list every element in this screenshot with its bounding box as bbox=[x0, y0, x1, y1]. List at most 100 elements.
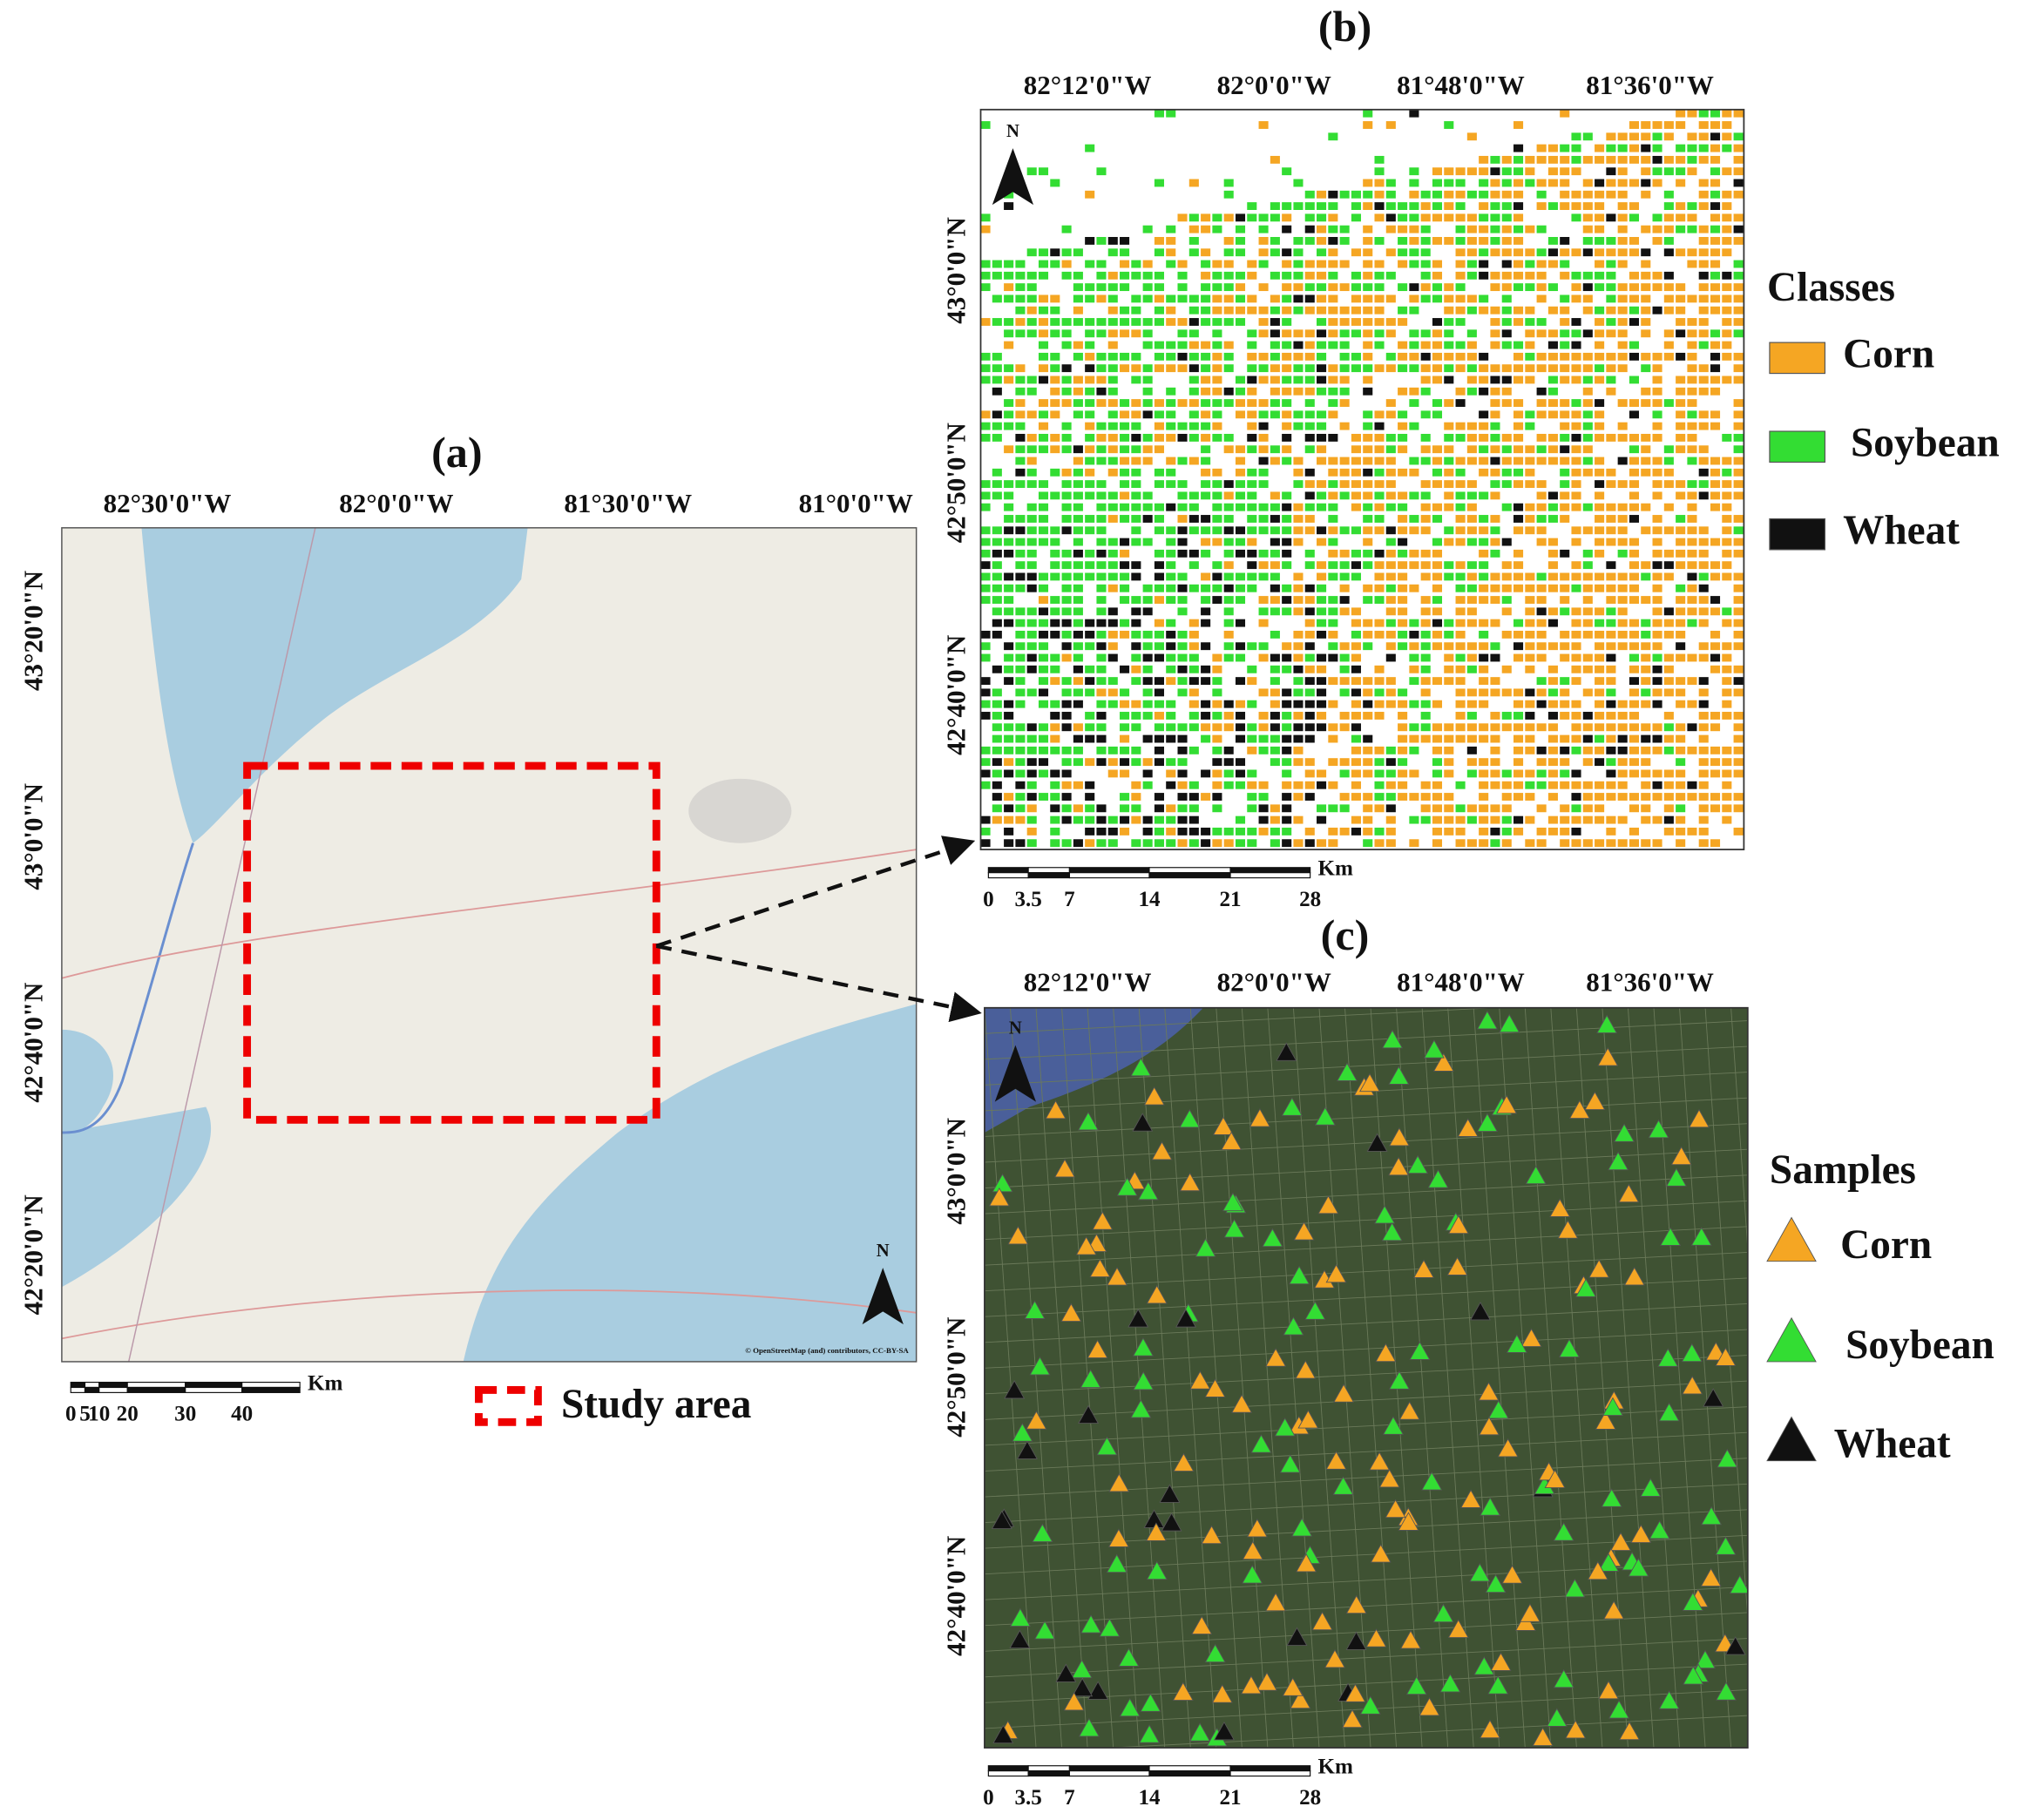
class-cell bbox=[1466, 839, 1477, 848]
class-cell bbox=[1582, 155, 1593, 164]
class-cell bbox=[1525, 410, 1535, 419]
class-cell bbox=[1409, 202, 1419, 210]
class-cell bbox=[1073, 815, 1083, 824]
class-cell bbox=[1582, 364, 1593, 373]
class-cell bbox=[1514, 723, 1524, 732]
class-cell bbox=[980, 538, 991, 546]
class-cell bbox=[1247, 642, 1257, 651]
class-cell bbox=[1212, 758, 1222, 767]
class-cell bbox=[1385, 804, 1396, 813]
class-cell bbox=[1328, 306, 1338, 315]
class-cell bbox=[1385, 549, 1396, 558]
class-cell bbox=[1282, 445, 1292, 454]
class-cell bbox=[1142, 607, 1153, 616]
class-cell bbox=[1131, 260, 1141, 268]
class-cell bbox=[1536, 758, 1547, 767]
class-cell bbox=[1514, 584, 1524, 592]
class-cell bbox=[1328, 538, 1338, 546]
class-cell bbox=[1328, 839, 1338, 848]
class-cell bbox=[1304, 202, 1315, 210]
class-cell bbox=[1131, 306, 1141, 315]
class-cell bbox=[1120, 503, 1130, 511]
class-cell bbox=[1270, 584, 1280, 592]
class-cell bbox=[1247, 734, 1257, 743]
class-cell bbox=[1547, 769, 1558, 778]
class-cell bbox=[1398, 642, 1408, 651]
class-cell bbox=[1026, 584, 1037, 592]
class-cell bbox=[1595, 306, 1605, 315]
class-cell bbox=[1223, 769, 1234, 778]
class-cell bbox=[1317, 410, 1327, 419]
class-cell bbox=[1652, 491, 1662, 500]
class-cell bbox=[1188, 712, 1199, 720]
class-cell bbox=[1514, 515, 1524, 523]
class-cell bbox=[1560, 410, 1570, 419]
class-cell bbox=[1374, 781, 1385, 789]
class-cell bbox=[1120, 596, 1130, 604]
class-cell bbox=[1061, 329, 1072, 338]
sample-marker bbox=[1080, 1614, 1102, 1634]
sample-marker bbox=[1630, 1524, 1652, 1544]
class-cell bbox=[1351, 630, 1361, 639]
class-cell bbox=[1061, 480, 1072, 489]
class-cell bbox=[1629, 584, 1640, 592]
class-cell bbox=[1339, 387, 1350, 396]
class-cell bbox=[1490, 827, 1500, 836]
class-cell bbox=[1247, 329, 1257, 338]
class-cell bbox=[1501, 445, 1512, 454]
class-cell bbox=[1201, 642, 1211, 651]
class-cell bbox=[1015, 642, 1026, 651]
class-cell bbox=[1710, 132, 1721, 141]
class-cell bbox=[1687, 653, 1697, 662]
class-cell bbox=[1270, 758, 1280, 767]
class-cell bbox=[1328, 677, 1338, 686]
class-cell bbox=[1536, 271, 1547, 280]
class-cell bbox=[1536, 827, 1547, 836]
class-cell bbox=[1282, 341, 1292, 349]
class-cell bbox=[1582, 179, 1593, 187]
class-cell bbox=[1606, 734, 1616, 743]
class-cell bbox=[1479, 572, 1489, 581]
class-cell bbox=[1154, 399, 1164, 407]
class-cell bbox=[1212, 769, 1222, 778]
class-cell bbox=[1107, 271, 1118, 280]
class-cell bbox=[1096, 734, 1107, 743]
class-cell bbox=[992, 781, 1002, 789]
class-cell bbox=[1166, 815, 1176, 824]
class-cell bbox=[1722, 318, 1732, 326]
class-cell bbox=[1722, 433, 1732, 442]
class-cell bbox=[1514, 758, 1524, 767]
class-cell bbox=[980, 815, 991, 824]
class-cell bbox=[1501, 723, 1512, 732]
class-cell bbox=[1547, 376, 1558, 384]
class-cell bbox=[1595, 329, 1605, 338]
class-cell bbox=[1547, 433, 1558, 442]
class-cell bbox=[1687, 167, 1697, 176]
class-cell bbox=[1374, 758, 1385, 767]
class-cell bbox=[1096, 758, 1107, 767]
class-cell bbox=[1339, 341, 1350, 349]
class-cell bbox=[1455, 561, 1466, 570]
class-cell bbox=[1096, 387, 1107, 396]
class-cell bbox=[1432, 827, 1443, 836]
class-cell bbox=[1085, 364, 1095, 373]
scale-bar-segment bbox=[1148, 1765, 1231, 1772]
class-cell bbox=[1617, 642, 1628, 651]
class-cell bbox=[1177, 526, 1188, 535]
class-cell bbox=[1606, 260, 1616, 268]
class-cell bbox=[1490, 723, 1500, 732]
class-cell bbox=[1235, 399, 1246, 407]
class-cell bbox=[1432, 445, 1443, 454]
field-line bbox=[984, 1431, 1748, 1472]
class-cell bbox=[1188, 653, 1199, 662]
class-cell bbox=[1641, 677, 1651, 686]
class-cell bbox=[1004, 294, 1014, 303]
class-cell bbox=[1339, 596, 1350, 604]
sample-marker bbox=[1703, 1388, 1724, 1407]
class-cell bbox=[1490, 596, 1500, 604]
class-cell bbox=[1050, 793, 1060, 801]
sample-marker bbox=[1469, 1563, 1491, 1582]
class-cell bbox=[1687, 572, 1697, 581]
class-cell bbox=[1188, 700, 1199, 708]
field-line bbox=[1447, 1007, 1500, 1749]
